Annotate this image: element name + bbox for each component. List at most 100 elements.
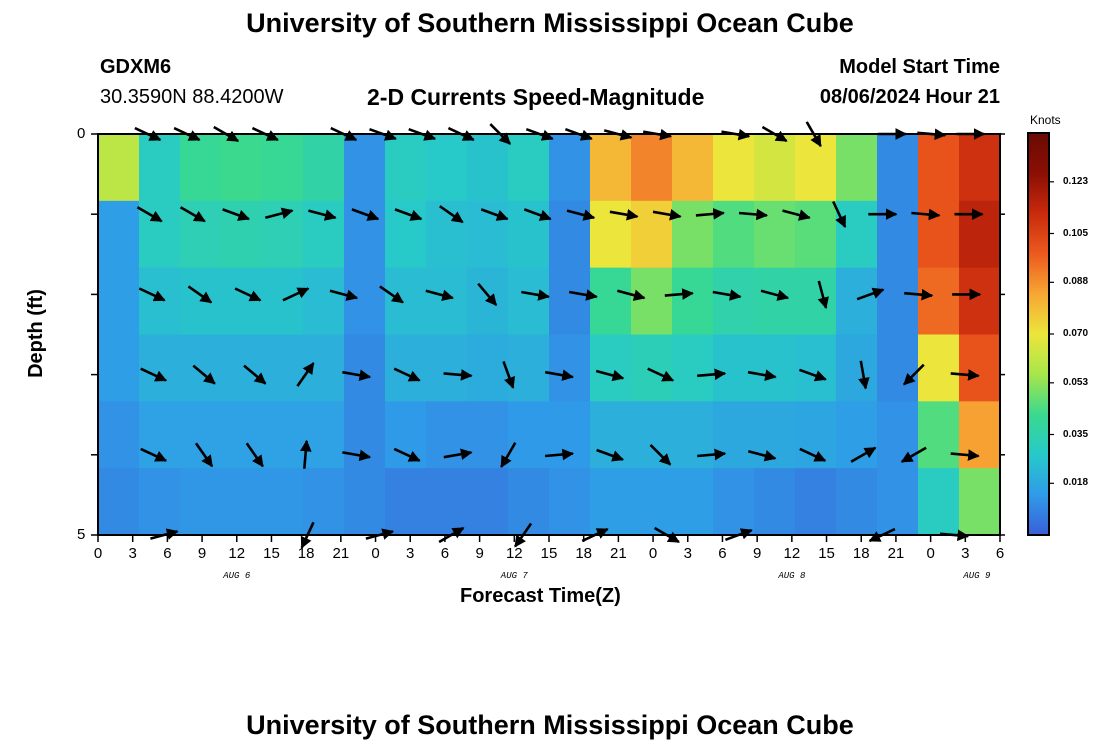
heatmap-cell: [303, 134, 345, 202]
heatmap-cell: [262, 468, 304, 536]
y-axis-title: Depth (ft): [24, 289, 47, 378]
y-tick-label: 0: [77, 125, 86, 142]
heatmap-cell: [877, 134, 919, 202]
current-vector: [342, 369, 372, 381]
heatmap-cell: [918, 134, 960, 202]
heatmap-cell: [344, 401, 386, 469]
heatmap-cell: [221, 334, 263, 402]
heatmap-cell: [98, 267, 140, 336]
colorbar-tick-label: 0.018: [1063, 477, 1089, 489]
x-date-label: AUG 9: [963, 571, 991, 581]
colorbar-ramp: [1027, 132, 1050, 536]
heatmap-cell: [959, 267, 1001, 336]
heatmap-cell: [139, 267, 181, 336]
heatmap-cell: [549, 401, 591, 469]
heatmap-cell: [344, 334, 386, 402]
colorbar-tick-label: 0.053: [1063, 376, 1089, 388]
heatmap-cell: [98, 401, 140, 469]
heatmap-cell: [713, 334, 755, 402]
heatmap-cell: [918, 200, 960, 269]
current-vector: [282, 287, 310, 302]
current-vector: [393, 447, 421, 462]
current-vector: [394, 208, 423, 221]
x-tick-label: 3: [128, 545, 137, 562]
station-coords: 30.3590N 88.4200W: [100, 86, 284, 108]
heatmap-cell: [467, 267, 509, 336]
heatmap-cell: [426, 267, 468, 336]
current-vector: [566, 209, 596, 221]
heatmap-cell: [877, 267, 919, 336]
heatmap-cell: [836, 267, 878, 336]
heatmap-cell: [344, 200, 386, 269]
heatmap-cell: [467, 468, 509, 536]
heatmap-cell: [262, 334, 304, 402]
heatmap-cell: [385, 401, 427, 469]
current-vector: [738, 208, 769, 221]
current-vector: [179, 206, 206, 223]
current-vector: [222, 208, 250, 221]
x-tick-label: 18: [575, 545, 593, 562]
axes: [91, 133, 1005, 542]
current-vector: [649, 443, 672, 466]
heatmap-cell: [180, 267, 222, 336]
heatmap-cell: [754, 200, 796, 269]
colorbar-tick-label: 0.035: [1063, 428, 1089, 440]
current-vector: [264, 207, 294, 220]
heatmap-cell: [672, 334, 714, 402]
heatmap-cell: [549, 267, 591, 336]
current-vector: [521, 289, 550, 301]
x-tick-label: 6: [163, 545, 172, 562]
model-start-label: Model Start Time: [839, 56, 1000, 78]
heatmap-cell: [672, 468, 714, 536]
heatmap-cell: [836, 134, 878, 202]
current-vector: [425, 289, 454, 301]
current-vector: [647, 367, 675, 382]
heatmap-cell: [180, 468, 222, 536]
current-vector: [850, 446, 877, 463]
heatmap-cell: [385, 267, 427, 336]
heatmap-cell: [139, 468, 181, 536]
current-vector: [616, 289, 646, 301]
heatmap-cell: [262, 134, 304, 202]
heatmap-cell: [795, 267, 837, 336]
heatmap-cell: [959, 134, 1001, 202]
heatmap-cell: [98, 200, 140, 269]
current-vector: [856, 287, 885, 301]
x-tick-label: 6: [995, 545, 1005, 562]
heatmap-cell: [918, 267, 960, 336]
heatmap-cell: [959, 468, 1001, 536]
heatmap-cell: [180, 134, 222, 202]
heatmap-cell: [590, 401, 632, 469]
current-vector: [379, 285, 404, 304]
heatmap-cell: [508, 468, 550, 536]
x-tick-label: 18: [852, 545, 870, 562]
heatmap-cell: [795, 134, 837, 202]
current-vector: [609, 209, 639, 221]
heatmap-cell: [549, 334, 591, 402]
heatmap-cell: [426, 401, 468, 469]
current-vector: [243, 364, 267, 385]
heatmap-cell: [98, 334, 140, 402]
colorbar-tick-label: 0.105: [1063, 227, 1089, 239]
heatmap-cell: [508, 401, 550, 469]
heatmap-cell: [918, 334, 960, 402]
heatmap-cell: [426, 468, 468, 536]
heatmap-cell: [262, 200, 304, 269]
current-vector: [799, 447, 827, 462]
heatmap-cell: [467, 134, 509, 202]
heatmap-cell: [139, 334, 181, 402]
current-vector: [342, 449, 372, 462]
x-tick-label: 0: [926, 545, 935, 562]
current-vector: [443, 369, 473, 381]
y-tick-label: 5: [77, 526, 86, 543]
x-tick-label: 6: [718, 545, 727, 562]
x-tick-label: 21: [887, 545, 905, 562]
heatmap-cell: [836, 334, 878, 402]
heatmap-cell: [221, 134, 263, 202]
heatmap-cell: [795, 334, 837, 402]
heatmap-cell: [631, 468, 673, 536]
heatmap-cell: [672, 134, 714, 202]
heatmap-cell: [672, 401, 714, 469]
heatmap-cell: [877, 401, 919, 469]
heatmap-cell: [426, 334, 468, 402]
